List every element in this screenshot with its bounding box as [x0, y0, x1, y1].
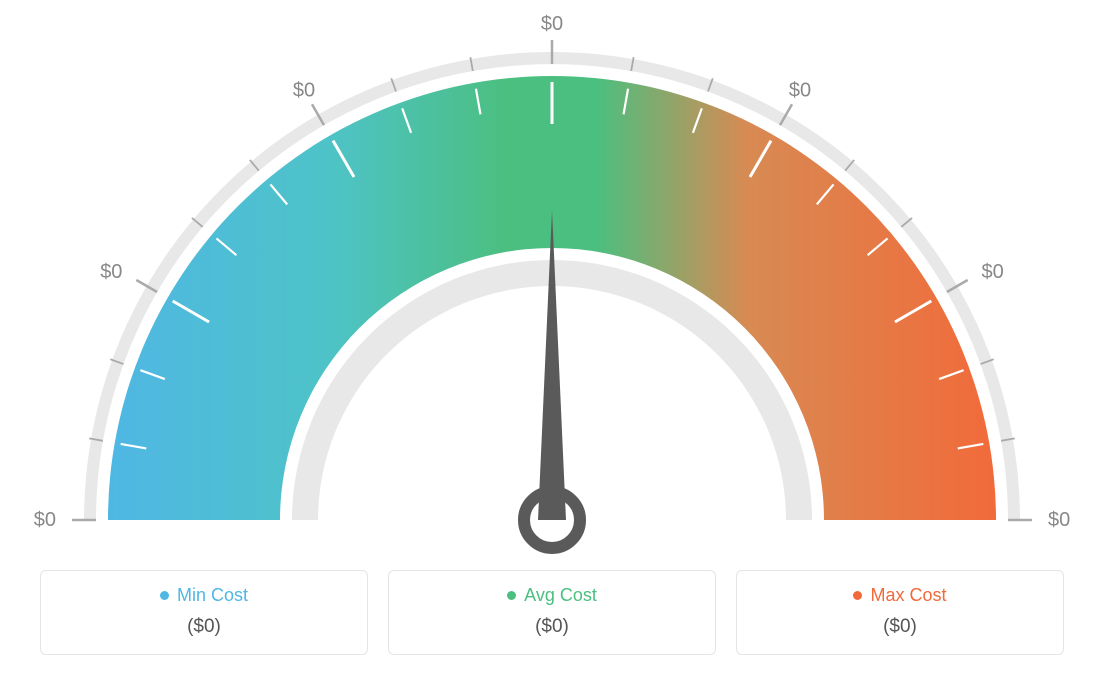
max-cost-dot [853, 591, 862, 600]
avg-cost-dot [507, 591, 516, 600]
svg-text:$0: $0 [293, 79, 315, 101]
avg-cost-label: Avg Cost [524, 585, 597, 606]
min-cost-card: Min Cost ($0) [40, 570, 368, 655]
avg-cost-label-row: Avg Cost [407, 585, 697, 606]
min-cost-label: Min Cost [177, 585, 248, 606]
svg-text:$0: $0 [541, 13, 563, 35]
min-cost-label-row: Min Cost [59, 585, 349, 606]
max-cost-card: Max Cost ($0) [736, 570, 1064, 655]
svg-text:$0: $0 [789, 79, 811, 101]
legend-cards-row: Min Cost ($0) Avg Cost ($0) Max Cost ($0… [0, 560, 1104, 655]
max-cost-label: Max Cost [870, 585, 946, 606]
min-cost-value: ($0) [59, 616, 349, 638]
svg-text:$0: $0 [34, 509, 56, 531]
avg-cost-value: ($0) [407, 616, 697, 638]
min-cost-dot [160, 591, 169, 600]
svg-text:$0: $0 [100, 261, 122, 283]
avg-cost-card: Avg Cost ($0) [388, 570, 716, 655]
gauge-svg: $0 $0 $0 $0 $0 $0 $0 [0, 0, 1104, 560]
max-cost-value: ($0) [755, 616, 1045, 638]
svg-text:$0: $0 [982, 261, 1004, 283]
svg-text:$0: $0 [1048, 509, 1070, 531]
max-cost-label-row: Max Cost [755, 585, 1045, 606]
gauge-chart: $0 $0 $0 $0 $0 $0 $0 [0, 0, 1104, 560]
